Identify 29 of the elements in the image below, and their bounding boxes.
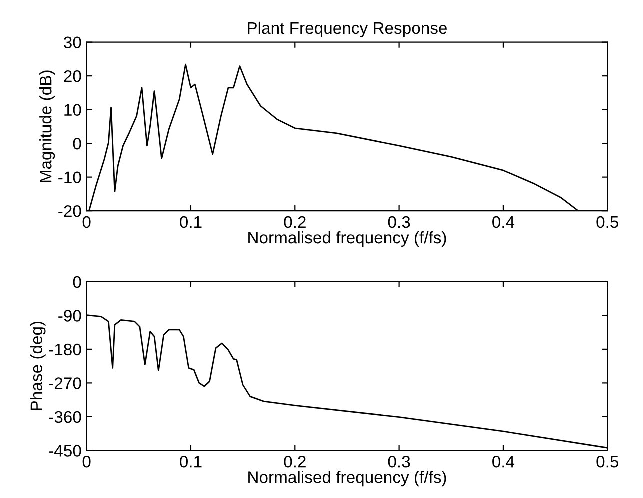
y-tick-label: -90 <box>58 310 82 322</box>
y-tick-label: 0 <box>73 276 82 288</box>
x-tick-label: 0.1 <box>180 456 202 468</box>
x-tick-label: 0.3 <box>388 456 410 468</box>
x-tick-label: 0.3 <box>388 216 410 228</box>
x-tick-label: 0.4 <box>492 456 515 468</box>
y-tick-label: -10 <box>58 172 82 184</box>
y-tick-label: -450 <box>49 445 82 457</box>
y-tick-label: 10 <box>64 104 82 116</box>
x-tick-label: 0 <box>82 216 91 228</box>
y-axis-title: Magnitude (dB) <box>40 70 56 182</box>
x-tick-label: 0.5 <box>596 216 619 228</box>
y-tick-label: -270 <box>49 378 82 390</box>
y-axis-title: Phase (deg) <box>30 322 46 410</box>
chart-title: Plant Frequency Response <box>248 22 448 38</box>
x-tick-label: 0.2 <box>284 216 306 228</box>
x-tick-label: 0.1 <box>180 216 202 228</box>
x-tick-label: 0.5 <box>596 456 619 468</box>
y-tick-label: 30 <box>64 36 82 49</box>
x-tick-label: 0 <box>82 456 91 468</box>
y-tick-label: -20 <box>58 205 82 218</box>
x-axis-title: Normalised frequency (f/fs) <box>248 231 446 248</box>
x-tick-label: 0.4 <box>492 216 515 228</box>
y-tick-label: -180 <box>49 344 82 356</box>
y-tick-label: 20 <box>64 70 82 82</box>
x-tick-label: 0.2 <box>284 456 306 468</box>
x-axis-title: Normalised frequency (f/fs) <box>248 471 446 487</box>
y-tick-label: 0 <box>73 138 82 150</box>
y-tick-label: -360 <box>49 411 82 424</box>
